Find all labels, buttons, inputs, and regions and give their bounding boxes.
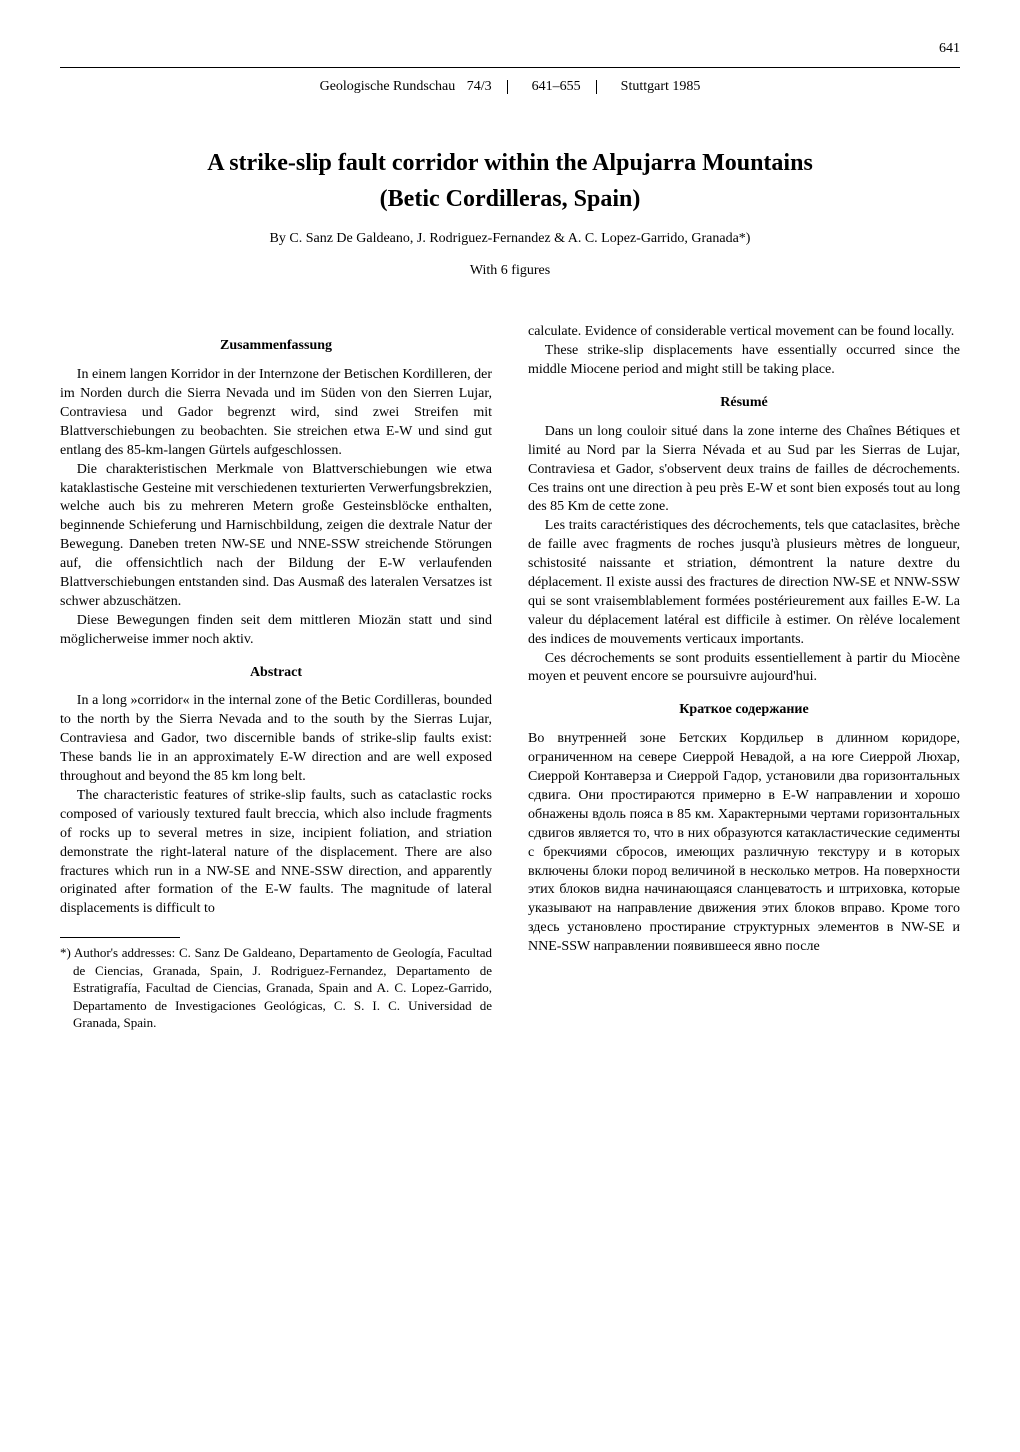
footnote-authors-addresses: *) Author's addresses: C. Sanz De Galdea… xyxy=(60,944,492,1032)
resume-p1: Dans un long couloir situé dans la zone … xyxy=(528,423,960,517)
zusammenfassung-p1: In einem langen Korridor in der Internzo… xyxy=(60,366,492,460)
page-number: 641 xyxy=(60,40,960,59)
abstract-continuation-p1: calculate. Evidence of considerable vert… xyxy=(528,323,960,342)
separator xyxy=(507,80,516,94)
zusammenfassung-p2: Die charakteristischen Merkmale von Blat… xyxy=(60,461,492,612)
two-column-layout: Zusammenfassung In einem langen Korridor… xyxy=(60,323,960,1032)
kratkoe-p1: Во внутренней зоне Бетских Кордильер в д… xyxy=(528,730,960,957)
journal-volume: 74/3 xyxy=(463,79,496,94)
resume-p3: Ces décrochements se sont produits essen… xyxy=(528,650,960,688)
abstract-p1: In a long »corridor« in the internal zon… xyxy=(60,692,492,786)
journal-name: Geologische Rundschau xyxy=(316,79,460,94)
resume-heading: Résumé xyxy=(528,394,960,413)
header-rule xyxy=(60,67,960,68)
footnote-rule xyxy=(60,937,180,938)
journal-pages: 641–655 xyxy=(528,79,585,94)
article-title-line1: A strike-slip fault corridor within the … xyxy=(60,147,960,179)
figures-count: With 6 figures xyxy=(60,262,960,281)
article-title-line2: (Betic Cordilleras, Spain) xyxy=(60,183,960,215)
resume-p2: Les traits caractéristiques des décroche… xyxy=(528,517,960,649)
abstract-p2: The characteristic features of strike-sl… xyxy=(60,787,492,919)
separator xyxy=(596,80,605,94)
zusammenfassung-p3: Diese Bewegungen finden seit dem mittler… xyxy=(60,612,492,650)
right-column: calculate. Evidence of considerable vert… xyxy=(528,323,960,1032)
journal-place-year: Stuttgart 1985 xyxy=(617,79,705,94)
kratkoe-heading: Краткое содержание xyxy=(528,701,960,720)
abstract-continuation-p2: These strike-slip displacements have ess… xyxy=(528,342,960,380)
abstract-heading: Abstract xyxy=(60,664,492,683)
authors-line: By C. Sanz De Galdeano, J. Rodriguez-Fer… xyxy=(60,230,960,249)
zusammenfassung-heading: Zusammenfassung xyxy=(60,337,492,356)
left-column: Zusammenfassung In einem langen Korridor… xyxy=(60,323,492,1032)
journal-header: Geologische Rundschau 74/3 641–655 Stutt… xyxy=(60,78,960,97)
